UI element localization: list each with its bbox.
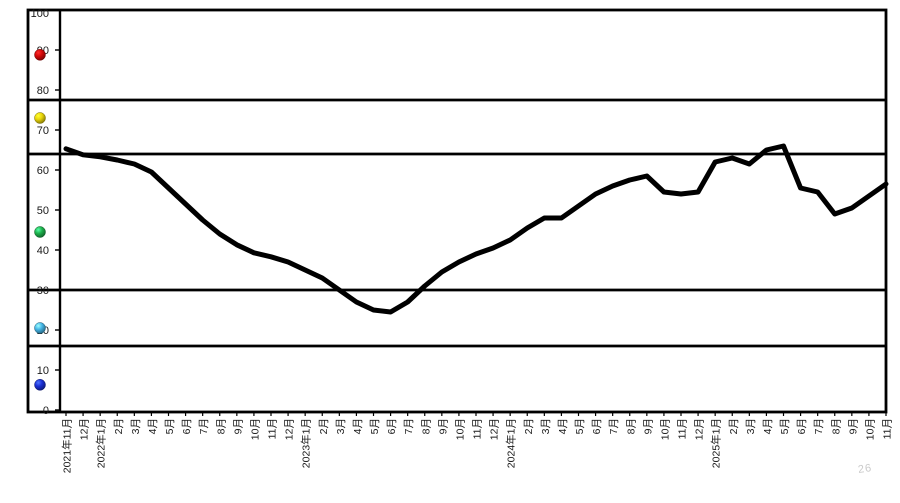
- x-axis-label: 6月: [181, 418, 193, 434]
- y-axis-label: 60: [37, 165, 49, 177]
- x-axis-label: 11月: [882, 418, 894, 439]
- x-axis-label: 7月: [608, 418, 620, 434]
- x-axis-label: 2024年1月: [505, 418, 518, 468]
- x-axis-label: 8月: [625, 418, 637, 434]
- zone-dot-green-icon: [34, 226, 46, 238]
- x-axis-label: 3月: [335, 418, 347, 434]
- x-axis-label: 4月: [352, 418, 364, 434]
- corner-watermark: 26: [857, 462, 874, 476]
- x-axis-label: 5月: [164, 418, 176, 434]
- x-axis-label: 9月: [232, 418, 244, 434]
- x-axis-label: 12月: [284, 418, 296, 440]
- y-axis-label: 40: [37, 245, 49, 257]
- x-axis-label: 3月: [745, 418, 757, 434]
- x-axis-label: 10月: [249, 418, 261, 440]
- x-axis-label: 8月: [420, 418, 432, 434]
- x-axis-label: 9月: [847, 418, 859, 434]
- y-axis-label: 80: [37, 85, 49, 97]
- x-axis-label: 2月: [728, 418, 740, 434]
- x-axis-label: 6月: [796, 418, 808, 434]
- y-axis-label: 0: [43, 405, 49, 417]
- x-axis-label: 8月: [215, 418, 227, 434]
- x-axis-label: 2月: [113, 418, 125, 434]
- x-axis-label: 6月: [591, 418, 603, 434]
- y-axis-label: 30: [37, 285, 49, 297]
- zone-dot-light-blue-icon: [34, 322, 46, 334]
- x-axis-label: 10月: [454, 418, 466, 440]
- x-axis-label: 5月: [369, 418, 381, 434]
- x-axis-label: 4月: [147, 418, 159, 434]
- x-axis-label: 2月: [318, 418, 330, 434]
- x-axis-label: 12月: [79, 418, 91, 440]
- x-axis-label: 10月: [864, 418, 876, 440]
- zone-dot-yellow-icon: [34, 112, 46, 124]
- x-axis-label: 8月: [830, 418, 842, 434]
- x-axis-label: 2025年1月: [710, 418, 723, 468]
- zone-dot-blue-icon: [34, 379, 46, 391]
- x-axis-label: 2022年1月: [95, 418, 108, 468]
- y-axis-label: 10: [37, 365, 49, 377]
- y-axis-label: 50: [37, 205, 49, 217]
- x-axis-label: 6月: [386, 418, 398, 434]
- x-axis-label: 9月: [642, 418, 654, 434]
- x-axis-label: 4月: [762, 418, 774, 434]
- zone-dot-red-icon: [34, 49, 46, 61]
- x-axis-label: 2月: [523, 418, 535, 434]
- y-axis-label: 100: [31, 8, 49, 20]
- x-axis-label: 2023年1月: [300, 418, 313, 468]
- x-axis-label: 9月: [437, 418, 449, 434]
- x-axis-label: 2021年11月: [61, 418, 74, 473]
- x-axis-label: 5月: [779, 418, 791, 434]
- x-axis-label: 11月: [677, 418, 689, 439]
- x-axis-label: 7月: [813, 418, 825, 434]
- x-axis-label: 11月: [267, 418, 279, 439]
- x-axis-label: 4月: [557, 418, 569, 434]
- x-axis-label: 3月: [540, 418, 552, 434]
- chart-frame: [26, 8, 888, 414]
- x-axis-label: 12月: [489, 418, 501, 440]
- x-axis-label: 7月: [198, 418, 210, 434]
- y-axis-label: 70: [37, 125, 49, 137]
- x-axis-label: 10月: [659, 418, 671, 440]
- x-axis-label: 7月: [403, 418, 415, 434]
- x-axis-label: 3月: [130, 418, 142, 434]
- x-axis-label: 11月: [472, 418, 484, 439]
- series-line-index: [63, 143, 889, 315]
- x-axis-label: 5月: [574, 418, 586, 434]
- x-axis-label: 12月: [694, 418, 706, 440]
